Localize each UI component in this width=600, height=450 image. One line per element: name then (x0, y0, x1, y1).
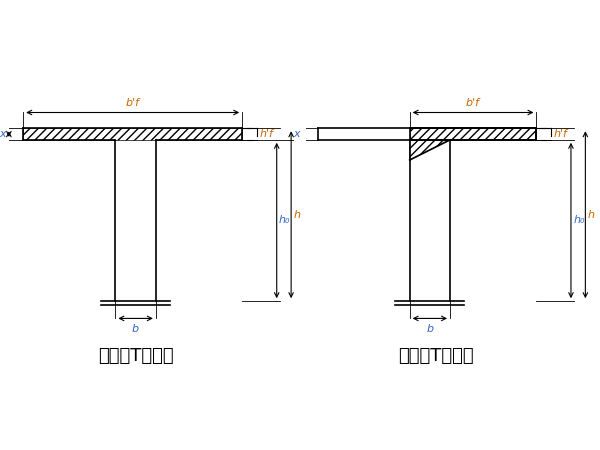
Text: 第一类T形截面: 第一类T形截面 (98, 347, 173, 365)
Text: h'f: h'f (554, 129, 568, 139)
Bar (410, 128, 536, 140)
Text: h: h (293, 210, 301, 220)
Bar (23, 128, 242, 140)
Bar (410, 128, 536, 140)
Text: b: b (132, 324, 139, 334)
Text: 第二类T形截面: 第二类T形截面 (398, 347, 473, 365)
Text: x: x (293, 129, 300, 139)
Text: h₀: h₀ (573, 216, 585, 225)
Text: h₀: h₀ (279, 216, 290, 225)
Text: b'f: b'f (466, 98, 480, 108)
Text: h: h (587, 210, 595, 220)
Text: b: b (426, 324, 433, 334)
Text: b'f: b'f (126, 98, 140, 108)
Text: h'f: h'f (259, 129, 274, 139)
Text: x: x (0, 129, 6, 139)
